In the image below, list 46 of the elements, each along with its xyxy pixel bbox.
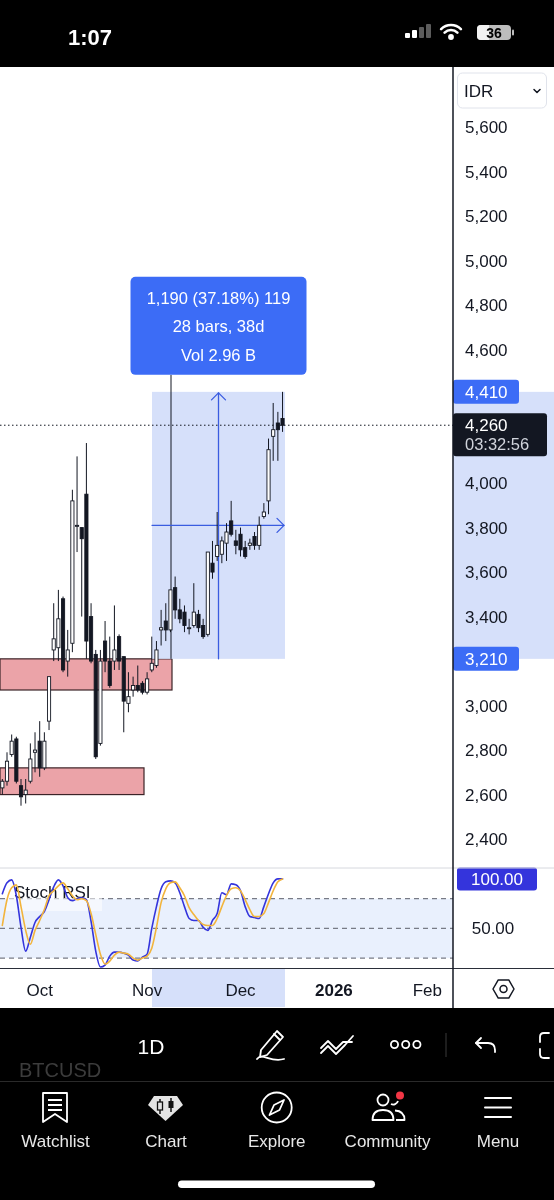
y-tick-label: 3,600	[465, 562, 508, 582]
candlestick	[238, 527, 243, 557]
y-tick-label: 5,200	[465, 206, 508, 226]
y-tick-label: 4,000	[465, 473, 508, 493]
y-tick-label: 2,400	[465, 829, 508, 849]
x-tick-label: Feb	[412, 980, 442, 1000]
text: Explore	[247, 1131, 306, 1151]
text: 1D	[137, 1034, 165, 1058]
text: 4,410	[465, 382, 508, 402]
text: 36	[486, 25, 502, 41]
y-tick-label: 2,800	[465, 740, 508, 760]
ref-line-label: 4,260	[465, 415, 508, 435]
y-tick-label: 50.00	[471, 918, 515, 938]
y-tick-label: 5,600	[465, 117, 508, 137]
text: Menu	[476, 1131, 520, 1151]
candlestick	[261, 502, 266, 520]
y-tick-label: 4,800	[465, 295, 508, 315]
annotation: 1,190 (37.18%) 119	[146, 288, 291, 307]
candlestick	[215, 511, 220, 562]
candlestick	[23, 778, 28, 804]
y-tick-label: 3,800	[465, 518, 508, 538]
x-tick-label: Nov	[131, 980, 163, 1000]
y-tick-label: 4,600	[465, 340, 508, 360]
text: BTCUSD	[19, 1059, 102, 1081]
text: Chart	[145, 1131, 188, 1151]
candlestick	[224, 522, 229, 562]
text: IDR	[464, 81, 494, 101]
candlestick	[182, 604, 187, 633]
y-tick-label: 3,000	[465, 696, 508, 716]
y-tick-label: 5,000	[465, 251, 508, 271]
annotation: 28 bars, 38d	[172, 317, 265, 336]
y-tick-label: 2,600	[465, 785, 508, 805]
y-tick-label: 100.00	[471, 869, 523, 889]
text: Community	[344, 1131, 432, 1151]
text: Watchlist	[21, 1131, 90, 1151]
x-tick-label: 2026	[315, 980, 353, 1000]
y-tick-label: 5,400	[465, 162, 508, 182]
text: 1:07	[67, 24, 113, 50]
text: 03:32:56	[465, 435, 530, 454]
candlestick	[159, 609, 164, 646]
candlestick	[154, 640, 159, 669]
x-tick-label: Oct	[26, 980, 54, 1000]
x-tick-label: Dec	[225, 980, 257, 1000]
annotation: Vol 2.96 B	[180, 345, 257, 364]
text: 3,210	[465, 649, 508, 669]
y-tick-label: 3,400	[465, 607, 508, 627]
